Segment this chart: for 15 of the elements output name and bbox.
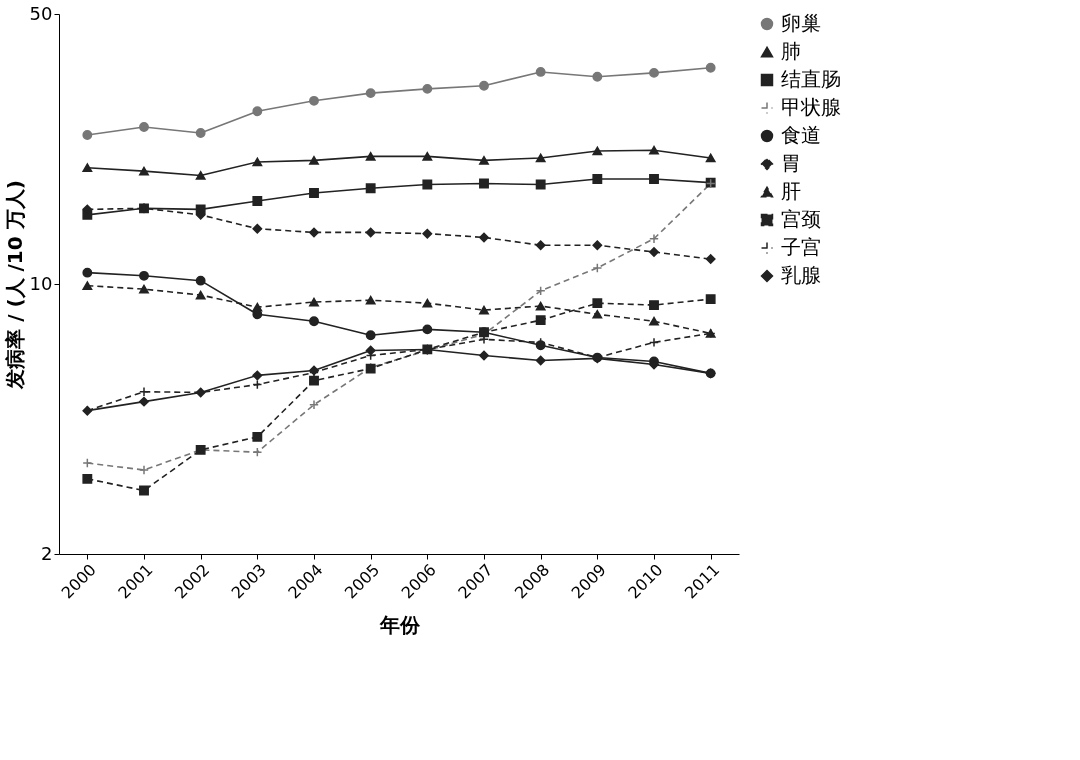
y-axis-title: 发病率 / (人 /10 万人) xyxy=(2,180,27,390)
legend-label: 胃 xyxy=(781,151,801,175)
legend-label: 食道 xyxy=(781,123,821,147)
legend-label: 乳腺 xyxy=(781,263,821,287)
legend-label: 卵巢 xyxy=(781,11,821,35)
y-tick-label: 2 xyxy=(41,542,53,564)
legend-label: 子宫 xyxy=(781,235,821,259)
x-axis-title: 年份 xyxy=(378,612,421,637)
legend-label: 结直肠 xyxy=(781,67,841,91)
y-tick-label: 10 xyxy=(29,272,53,294)
legend-label: 宫颈 xyxy=(781,207,821,231)
y-tick-label: 50 xyxy=(29,2,53,24)
legend-label: 甲状腺 xyxy=(781,95,841,119)
legend-label: 肺 xyxy=(781,39,801,63)
legend-label: 肝 xyxy=(781,179,801,203)
